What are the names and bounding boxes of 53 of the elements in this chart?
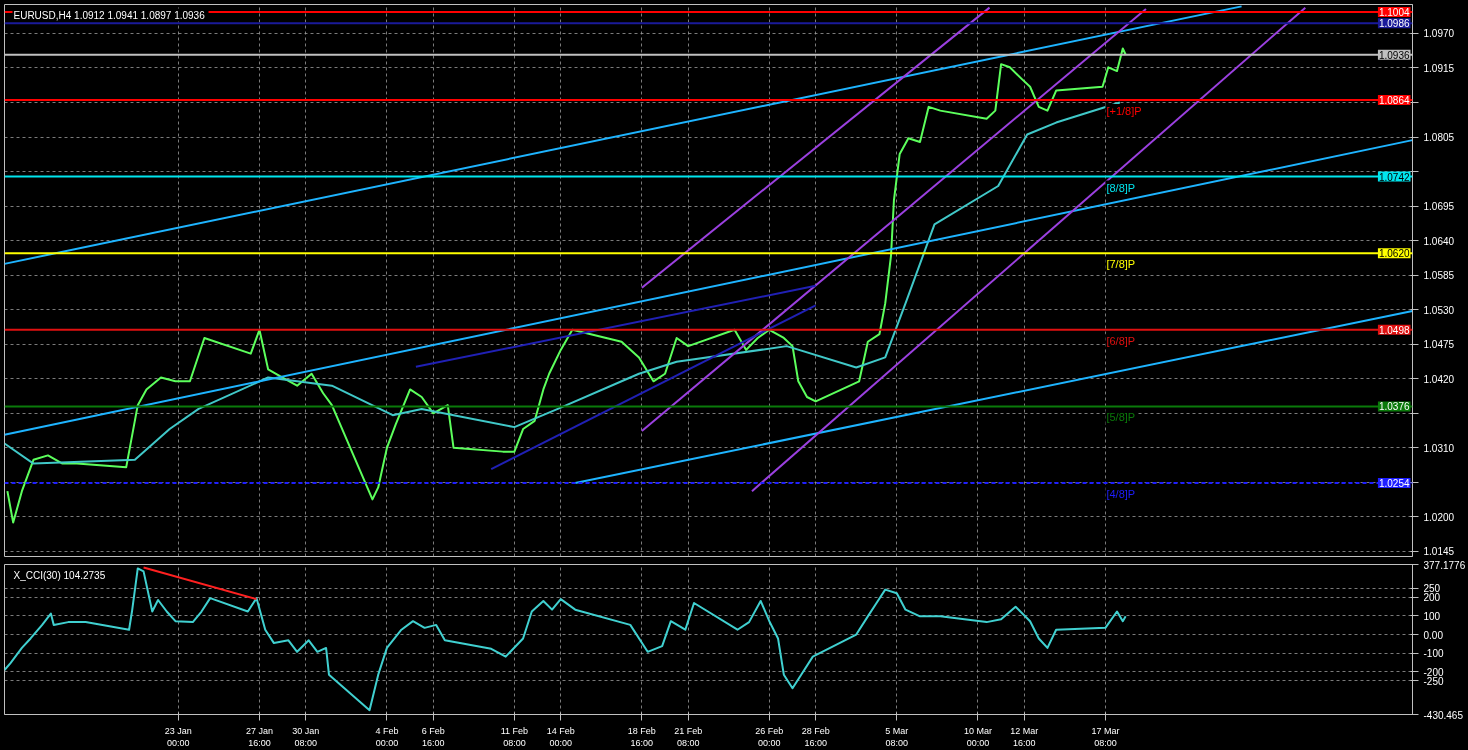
ref-line-label: 1.0986 <box>1378 18 1410 30</box>
x-tick-label: 17 Mar 08:00 <box>1091 725 1120 748</box>
ref-line-label: 1.0254 <box>1378 478 1410 490</box>
x-tick-label: 14 Feb 00:00 <box>546 725 575 748</box>
x-tick-label: 12 Mar 16:00 <box>1010 725 1039 748</box>
x-tick-label: 4 Feb 00:00 <box>375 725 399 748</box>
x-tick-label: 23 Jan 00:00 <box>164 725 192 748</box>
y-tick-label: 1.0420 <box>1423 373 1455 385</box>
y-tick-label: 377.1776 <box>1423 559 1466 571</box>
y-tick-label: 1.0585 <box>1423 270 1455 282</box>
ref-line-label: 1.0742 <box>1378 171 1410 183</box>
annotation: [8/8]P <box>1106 181 1136 194</box>
y-tick-label: -200 <box>1423 666 1444 678</box>
x-tick-label: 10 Mar 00:00 <box>963 725 992 748</box>
y-tick-label: 250 <box>1423 583 1441 595</box>
y-tick-label: 1.0310 <box>1423 442 1455 454</box>
x-tick-label: 28 Feb 16:00 <box>801 725 830 748</box>
ref-line-label: 1.0498 <box>1378 324 1410 336</box>
x-tick-label: 6 Feb 16:00 <box>421 725 445 748</box>
text: X_CCI(30) 104.2735 <box>13 569 106 581</box>
x-tick-label: 5 Mar 08:00 <box>885 725 909 748</box>
ref-line-label: 1.0376 <box>1378 401 1410 413</box>
y-tick-label: 1.0970 <box>1423 28 1455 40</box>
y-tick-label: 100 <box>1423 610 1441 622</box>
y-tick-label: 1.0695 <box>1423 201 1455 213</box>
y-tick-label: -250 <box>1423 675 1444 687</box>
annotation: [+1/8]P <box>1106 104 1142 117</box>
text: EURUSD,H4 1.0912 1.0941 1.0897 1.0936 <box>13 9 206 21</box>
x-tick-label: 21 Feb 08:00 <box>674 725 703 748</box>
ref-line-label: 1.1004 <box>1378 7 1410 19</box>
y-tick-label: 1.0915 <box>1423 62 1455 74</box>
y-tick-label: -100 <box>1423 648 1444 660</box>
y-tick-label: 1.0200 <box>1423 511 1455 523</box>
annotation: [6/8]P <box>1106 334 1136 347</box>
x-tick-label: 18 Feb 16:00 <box>627 725 656 748</box>
y-tick-label: -430.465 <box>1423 709 1464 721</box>
y-tick-label: 1.0530 <box>1423 304 1455 316</box>
annotation: [4/8]P <box>1106 488 1136 501</box>
ref-line-label: 1.0936 <box>1378 49 1410 61</box>
y-tick-label: 1.0145 <box>1423 546 1455 558</box>
x-tick-label: 30 Jan 08:00 <box>292 725 320 748</box>
y-tick-label: 1.0640 <box>1423 235 1455 247</box>
ref-line-label: 1.0864 <box>1378 94 1410 106</box>
y-tick-label: 1.0475 <box>1423 339 1455 351</box>
y-tick-label: 1.0805 <box>1423 132 1455 144</box>
y-tick-label: 0.00 <box>1423 629 1444 641</box>
x-tick-label: 26 Feb 00:00 <box>755 725 784 748</box>
annotation: [7/8]P <box>1106 258 1136 271</box>
y-tick-label: 200 <box>1423 592 1441 604</box>
x-tick-label: 11 Feb 08:00 <box>500 725 529 748</box>
x-tick-label: 27 Jan 16:00 <box>245 725 273 748</box>
ref-line-label: 1.0620 <box>1378 248 1410 260</box>
annotation: [5/8]P <box>1106 411 1136 424</box>
